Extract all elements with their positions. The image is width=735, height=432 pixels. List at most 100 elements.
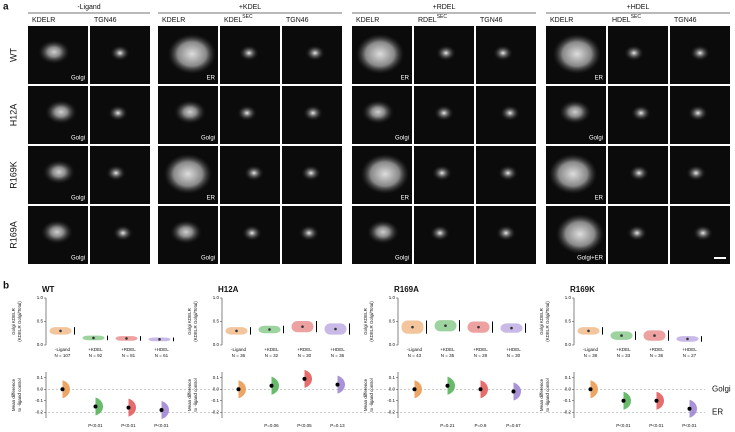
column-label: TGN46 bbox=[480, 17, 503, 24]
difference-distribution bbox=[161, 400, 169, 419]
image-annotation: Golgi bbox=[71, 196, 85, 202]
cell-signal bbox=[686, 165, 706, 181]
image-annotation: Golgi bbox=[201, 136, 215, 142]
column-label-sup: SEC bbox=[437, 14, 448, 20]
image-annotation: ER bbox=[595, 76, 604, 82]
cell-signal bbox=[106, 165, 126, 181]
column-label: KDELR bbox=[32, 17, 55, 24]
p-value: P<0.01 bbox=[154, 423, 169, 428]
p-value: P<0.01 bbox=[121, 423, 136, 428]
cell-signal bbox=[556, 214, 604, 254]
cell-signal bbox=[361, 154, 409, 194]
column-label: KDELR bbox=[356, 17, 379, 24]
group-title: +RDEL bbox=[433, 4, 456, 11]
mean-dot bbox=[235, 329, 238, 333]
p-value: P=0.9 bbox=[475, 423, 487, 428]
group-n: N = 27 bbox=[683, 353, 697, 358]
group-name: -Ligand bbox=[407, 347, 423, 352]
group-n: N = 30 bbox=[298, 353, 312, 358]
cell-signal bbox=[299, 225, 319, 241]
column-label-text: RDEL bbox=[418, 17, 437, 24]
difference-dot bbox=[60, 387, 65, 392]
difference-dot bbox=[236, 387, 241, 392]
group-n: N = 28 bbox=[474, 353, 488, 358]
difference-dot bbox=[478, 387, 483, 392]
y-label: Golgi KDELR bbox=[187, 307, 192, 335]
difference-dot bbox=[302, 376, 307, 381]
y-tick-label: -0.2 bbox=[211, 409, 219, 414]
y-label: to -ligand control bbox=[369, 378, 374, 411]
difference-dot bbox=[445, 383, 450, 388]
chart-title: R169K bbox=[570, 285, 595, 294]
cell-signal bbox=[493, 45, 513, 61]
panel-label: a bbox=[3, 2, 9, 13]
y-tick-label: 0.0 bbox=[213, 386, 220, 391]
mean-dot bbox=[334, 327, 337, 331]
difference-dot bbox=[621, 398, 626, 403]
chart-title: R169A bbox=[394, 285, 419, 294]
y-tick-label: 0.5 bbox=[213, 319, 220, 324]
column-label-text: TGN46 bbox=[286, 17, 309, 24]
image-annotation: Golgi bbox=[201, 256, 215, 262]
group-name: +KDEL bbox=[440, 347, 455, 352]
cell-signal bbox=[436, 45, 456, 61]
p-value: P<0.01 bbox=[88, 423, 103, 428]
column-label-text: KDELR bbox=[356, 17, 379, 24]
difference-distribution bbox=[128, 398, 136, 417]
chart-title: WT bbox=[42, 285, 55, 294]
y-label: to -ligand control bbox=[545, 378, 550, 411]
cell-signal bbox=[303, 105, 323, 121]
y-tick-label: -0.1 bbox=[35, 398, 43, 403]
difference-distribution bbox=[414, 380, 422, 399]
cell-signal bbox=[43, 160, 75, 184]
row-label: R169A bbox=[8, 221, 18, 249]
cell-signal bbox=[434, 105, 454, 121]
y-tick-label: 0.5 bbox=[37, 319, 44, 324]
y-label: to -ligand control bbox=[193, 378, 198, 411]
panel-label: b bbox=[3, 281, 9, 292]
group-name: +HDEL bbox=[682, 347, 697, 352]
mean-dot bbox=[620, 334, 623, 337]
mean-dot bbox=[92, 336, 95, 340]
column-label-sup: SEC bbox=[631, 14, 642, 20]
group-n: N = 33 bbox=[617, 353, 631, 358]
difference-distribution bbox=[513, 382, 521, 401]
mean-dot bbox=[653, 334, 656, 337]
y-label: (KDELR Golgi/Total) bbox=[545, 301, 550, 342]
p-value: P<0.01 bbox=[649, 423, 664, 428]
group-n: N = 36 bbox=[650, 353, 664, 358]
cell-signal bbox=[305, 45, 325, 61]
group-name: +RDEL bbox=[121, 347, 136, 352]
image-annotation: Golgi bbox=[71, 136, 85, 142]
p-value: P=0.06 bbox=[264, 423, 279, 428]
group-n: N = 38 bbox=[584, 353, 598, 358]
y-label: (KDELR Golgi/Total) bbox=[369, 301, 374, 342]
y-label: Mean difference bbox=[187, 378, 192, 411]
mean-dot bbox=[587, 329, 590, 333]
cell-signal bbox=[108, 105, 128, 121]
cell-signal bbox=[631, 105, 651, 121]
group-n: N = 36 bbox=[331, 353, 345, 358]
group-name: +RDEL bbox=[649, 347, 664, 352]
difference-distribution bbox=[447, 376, 455, 395]
reference-label: Golgi bbox=[712, 384, 731, 393]
y-label: Golgi KDELR bbox=[363, 307, 368, 335]
cell-signal bbox=[164, 154, 212, 194]
cell-signal bbox=[45, 100, 77, 124]
cell-signal bbox=[627, 225, 647, 241]
y-tick-label: 1.0 bbox=[37, 295, 44, 300]
group-n: N = 43 bbox=[408, 353, 422, 358]
mean-dot bbox=[477, 325, 480, 329]
cell-signal bbox=[559, 100, 591, 124]
column-label-text: KDELR bbox=[162, 17, 185, 24]
y-label: (KDELR Golgi/Total) bbox=[17, 301, 22, 342]
mean-dot bbox=[686, 337, 689, 341]
difference-distribution bbox=[95, 397, 103, 416]
y-tick-label: 0.1 bbox=[37, 375, 44, 380]
difference-distribution bbox=[238, 380, 246, 399]
y-label: Mean difference bbox=[539, 378, 544, 411]
y-label: Mean difference bbox=[11, 378, 16, 411]
y-tick-label: 0.0 bbox=[37, 342, 44, 347]
mean-dot bbox=[125, 337, 128, 340]
